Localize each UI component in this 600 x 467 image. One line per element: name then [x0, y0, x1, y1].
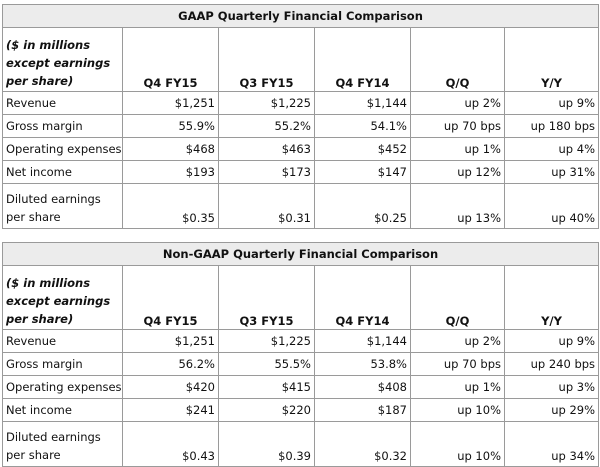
row-label: Gross margin — [2, 352, 123, 376]
row-label: Diluted earnings per share — [2, 183, 123, 229]
table-cell: $0.25 — [314, 183, 411, 229]
table-cell: up 29% — [503, 398, 600, 422]
table-row: Net income $193 $173 $147 up 12% up 31% — [2, 160, 600, 184]
table-cell: up 2% — [410, 91, 505, 115]
table-row: Gross margin 55.9% 55.2% 54.1% up 70 bps… — [2, 114, 600, 138]
table-cell: $1,225 — [218, 329, 315, 353]
table-row: Operating expenses $468 $463 $452 up 1% … — [2, 137, 600, 161]
table-cell: up 1% — [410, 375, 505, 399]
table-cell: up 70 bps — [410, 114, 505, 138]
row-label: Revenue — [2, 91, 123, 115]
table-cell: $241 — [122, 398, 219, 422]
table-cell: 54.1% — [314, 114, 411, 138]
table-cell: up 3% — [503, 375, 600, 399]
table-cell: $463 — [218, 137, 315, 161]
table-row: Diluted earnings per share $0.35 $0.31 $… — [2, 183, 600, 229]
column-header: Q3 FY15 — [218, 27, 315, 92]
column-header: Q/Q — [410, 27, 505, 92]
table-cell: $0.31 — [218, 183, 315, 229]
table-cell: 55.9% — [122, 114, 219, 138]
table-cell: $0.35 — [122, 183, 219, 229]
column-header: Q4 FY14 — [314, 265, 411, 330]
table-cell: $193 — [122, 160, 219, 184]
gaap-comparison-table: GAAP Quarterly Financial Comparison ($ i… — [1, 4, 600, 229]
table-row: Gross margin 56.2% 55.5% 53.8% up 70 bps… — [2, 352, 600, 376]
header-row: ($ in millions except earnings per share… — [2, 27, 600, 92]
header-label: ($ in millions except earnings per share… — [2, 27, 123, 92]
table-row: Revenue $1,251 $1,225 $1,144 up 2% up 9% — [2, 329, 600, 353]
table-cell: $220 — [218, 398, 315, 422]
table-cell: up 13% — [410, 183, 505, 229]
table-cell: up 10% — [410, 421, 505, 467]
table-cell: $452 — [314, 137, 411, 161]
table-title: Non-GAAP Quarterly Financial Comparison — [1, 242, 600, 266]
header-label: ($ in millions except earnings per share… — [2, 265, 123, 330]
table-cell: 53.8% — [314, 352, 411, 376]
table-cell: up 40% — [503, 183, 600, 229]
table-cell: $415 — [218, 375, 315, 399]
table-cell: up 1% — [410, 137, 505, 161]
row-label: Diluted earnings per share — [2, 421, 123, 467]
non-gaap-comparison-table: Non-GAAP Quarterly Financial Comparison … — [1, 242, 600, 467]
table-cell: $0.39 — [218, 421, 315, 467]
row-label: Net income — [2, 160, 123, 184]
table-row: Diluted earnings per share $0.43 $0.39 $… — [2, 421, 600, 467]
table-cell: up 4% — [503, 137, 600, 161]
table-row: Revenue $1,251 $1,225 $1,144 up 2% up 9% — [2, 91, 600, 115]
table-cell: $147 — [314, 160, 411, 184]
row-label: Revenue — [2, 329, 123, 353]
table-cell: up 9% — [503, 329, 600, 353]
table-cell: up 70 bps — [410, 352, 505, 376]
table-cell: up 12% — [410, 160, 505, 184]
column-header: Y/Y — [503, 265, 600, 330]
table-title: GAAP Quarterly Financial Comparison — [1, 4, 600, 28]
table-cell: $1,144 — [314, 91, 411, 115]
table-cell: 56.2% — [122, 352, 219, 376]
column-header: Q4 FY14 — [314, 27, 411, 92]
table-cell: $420 — [122, 375, 219, 399]
table-cell: up 34% — [503, 421, 600, 467]
column-header: Q4 FY15 — [122, 27, 219, 92]
header-row: ($ in millions except earnings per share… — [2, 265, 600, 330]
table-cell: $1,251 — [122, 329, 219, 353]
column-header: Y/Y — [503, 27, 600, 92]
table-cell: 55.5% — [218, 352, 315, 376]
table-row: Net income $241 $220 $187 up 10% up 29% — [2, 398, 600, 422]
column-header: Q/Q — [410, 265, 505, 330]
row-label: Net income — [2, 398, 123, 422]
table-cell: up 9% — [503, 91, 600, 115]
row-label: Operating expenses — [2, 137, 123, 161]
table-cell: $408 — [314, 375, 411, 399]
column-header: Q4 FY15 — [122, 265, 219, 330]
table-cell: $0.43 — [122, 421, 219, 467]
table-cell: $173 — [218, 160, 315, 184]
table-cell: $187 — [314, 398, 411, 422]
table-cell: up 31% — [503, 160, 600, 184]
table-cell: $468 — [122, 137, 219, 161]
table-cell: $0.32 — [314, 421, 411, 467]
table-cell: $1,251 — [122, 91, 219, 115]
row-label: Gross margin — [2, 114, 123, 138]
table-cell: up 240 bps — [503, 352, 600, 376]
row-label: Operating expenses — [2, 375, 123, 399]
table-cell: up 2% — [410, 329, 505, 353]
column-header: Q3 FY15 — [218, 265, 315, 330]
table-cell: up 10% — [410, 398, 505, 422]
table-row: Operating expenses $420 $415 $408 up 1% … — [2, 375, 600, 399]
table-cell: up 180 bps — [503, 114, 600, 138]
table-cell: 55.2% — [218, 114, 315, 138]
table-cell: $1,225 — [218, 91, 315, 115]
table-cell: $1,144 — [314, 329, 411, 353]
